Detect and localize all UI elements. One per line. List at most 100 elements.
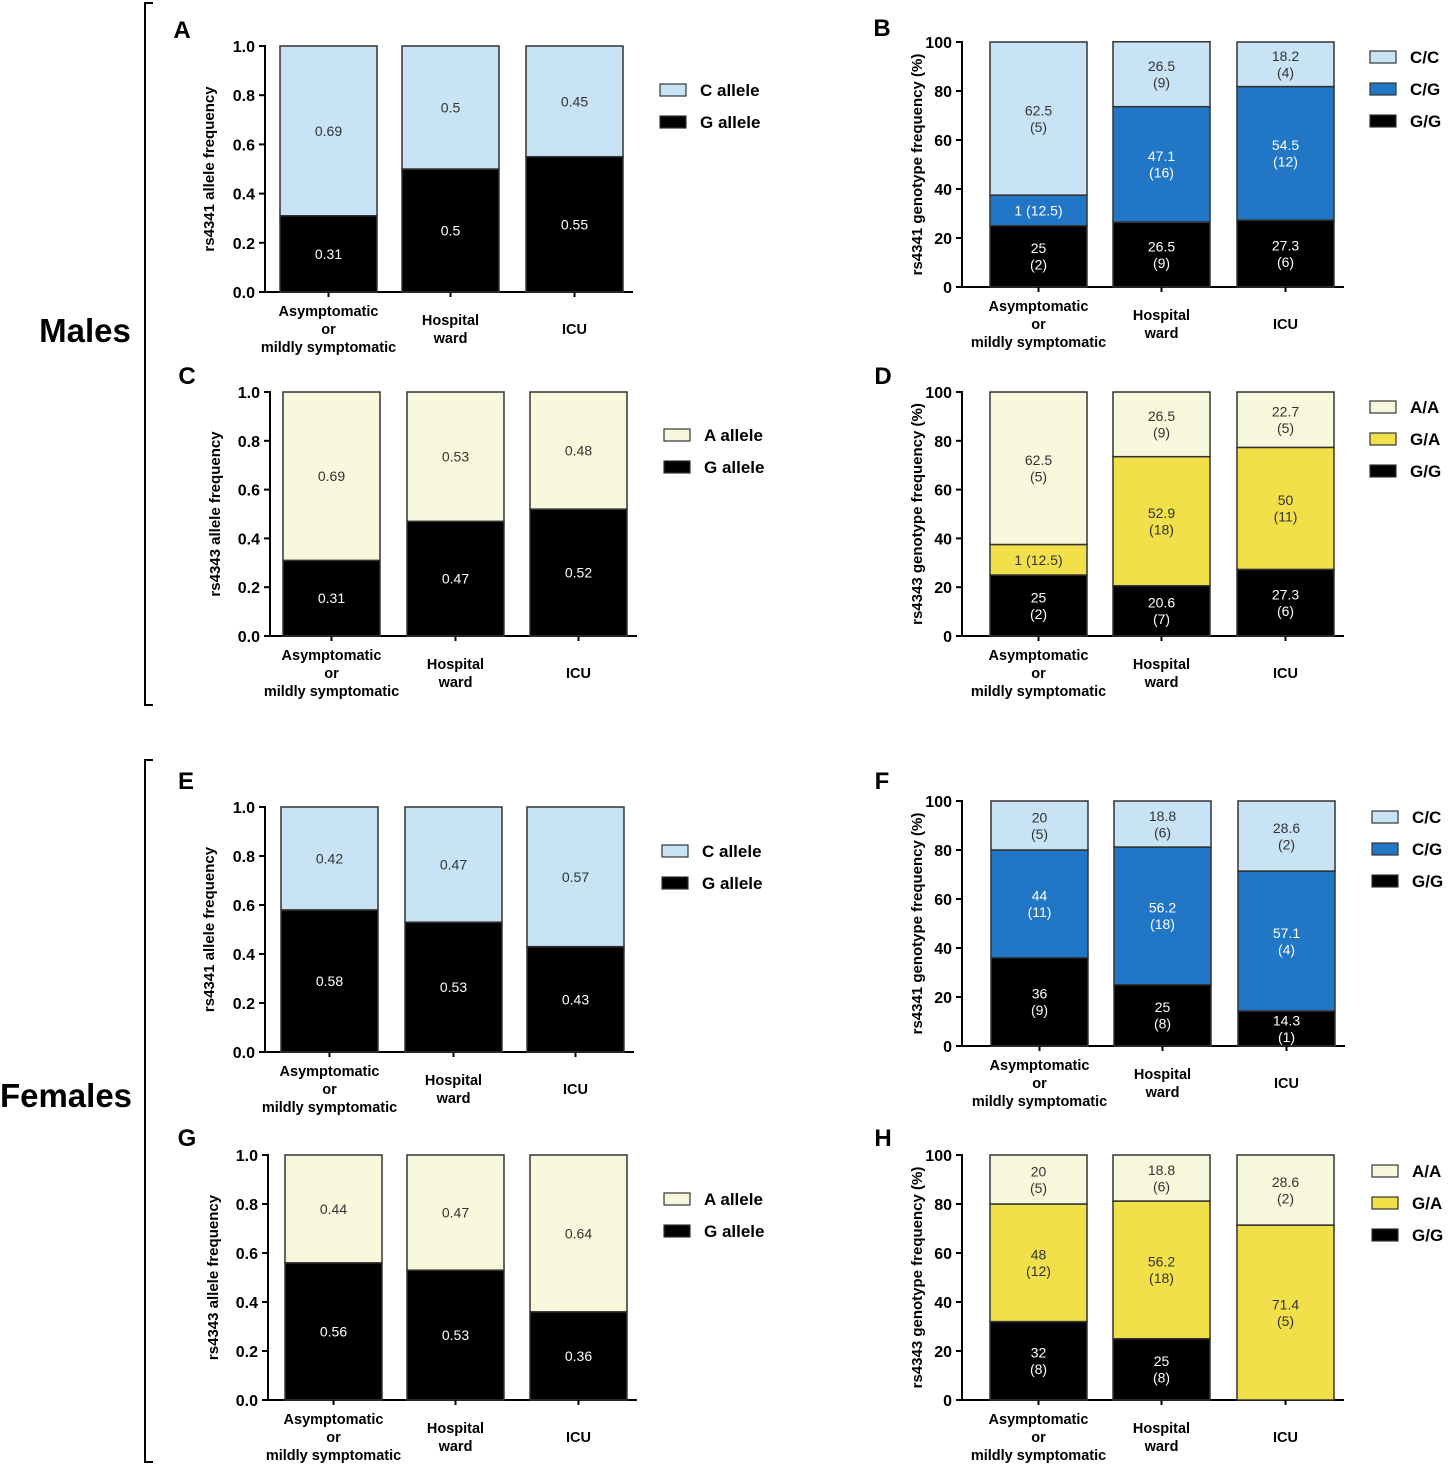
data-label-c: 0.31 — [318, 590, 345, 606]
legend-label-g: A allele — [704, 1190, 763, 1209]
data-label-d: 20.6 (7) — [1148, 595, 1175, 628]
x-tick-label-c: ICU — [566, 666, 591, 682]
y-tick-label-b: 0 — [943, 280, 952, 297]
data-label-b: 26.5 (9) — [1148, 58, 1175, 91]
legend-label-f: C/G — [1412, 840, 1442, 859]
bar-segment-h-aa — [1236, 1154, 1335, 1226]
data-label-a: 0.5 — [441, 100, 461, 116]
y-tick-label-c: 0.6 — [238, 483, 260, 500]
bar-segment-a-callele — [279, 45, 378, 217]
legend-swatch-f — [1371, 810, 1399, 824]
legend-swatch-b — [1369, 82, 1397, 96]
legend-swatch-c — [663, 460, 691, 474]
bar-segment-e-gallele — [280, 909, 379, 1053]
legend-label-b: C/G — [1410, 80, 1440, 99]
legend-swatch-d — [1369, 400, 1397, 414]
y-tick-label-d: 80 — [934, 434, 952, 451]
data-label-e: 0.42 — [316, 850, 343, 866]
y-tick-label-a: 0.6 — [233, 137, 255, 154]
x-tick-label-h: ICU — [1273, 1430, 1298, 1446]
x-tick-label-h: Hospital ward — [1133, 1421, 1190, 1455]
bar-segment-b-cg — [989, 194, 1088, 227]
bar-segment-b-gg — [989, 225, 1088, 288]
bar-segment-a-gallele — [279, 214, 378, 293]
data-label-c: 0.52 — [565, 565, 592, 581]
data-label-b: 62.5 (5) — [1025, 102, 1052, 135]
data-label-h: 32 (8) — [1030, 1345, 1047, 1378]
males-bracket — [144, 2, 153, 706]
panel-label-f: F — [875, 768, 890, 795]
bar-segment-b-cg — [1236, 85, 1335, 221]
data-label-g: 0.44 — [320, 1201, 347, 1217]
bar-segment-f-cg — [1113, 846, 1212, 986]
bar-segment-d-gg — [1112, 584, 1211, 637]
data-label-d: 26.5 (9) — [1148, 408, 1175, 441]
data-label-d: 25 (2) — [1030, 589, 1047, 622]
x-tick-label-f: Asymptomatic or mildly symptomatic — [972, 1058, 1107, 1110]
y-tick-label-f: 80 — [934, 843, 952, 860]
y-tick-label-g: 0.6 — [236, 1246, 258, 1263]
legend-label-e: G allele — [702, 874, 762, 893]
bar-segment-c-gallele — [282, 559, 381, 637]
data-label-h: 20 (5) — [1030, 1163, 1047, 1196]
y-tick-label-g: 0.4 — [236, 1295, 258, 1312]
y-axis-label-g: rs4343 allele frequency — [205, 1194, 222, 1360]
legend-label-b: G/G — [1410, 112, 1441, 131]
panel-label-h: H — [874, 1125, 891, 1152]
y-tick-label-e: 0.2 — [233, 996, 255, 1013]
x-tick-label-e: ICU — [563, 1082, 588, 1098]
legend-label-e: C allele — [702, 842, 762, 861]
legend-label-d: G/G — [1410, 462, 1441, 481]
bar-segment-b-gg — [1236, 219, 1335, 288]
data-label-d: 52.9 (18) — [1148, 505, 1175, 538]
x-tick-label-a: Hospital ward — [422, 313, 479, 347]
data-label-h: 48 (12) — [1026, 1247, 1051, 1280]
y-tick-label-c: 1.0 — [238, 385, 260, 402]
bar-segment-d-aa — [1112, 391, 1211, 458]
legend-label-g: G allele — [704, 1222, 764, 1241]
x-tick-label-e: Hospital ward — [425, 1073, 482, 1107]
data-label-f: 14.3 (1) — [1273, 1012, 1300, 1045]
y-tick-label-d: 60 — [934, 483, 952, 500]
bar-segment-e-callele — [404, 806, 503, 923]
data-label-d: 22.7 (5) — [1272, 403, 1299, 436]
bar-segment-h-aa — [989, 1154, 1088, 1205]
y-tick-label-h: 60 — [934, 1246, 952, 1263]
bar-segment-b-cc — [1236, 41, 1335, 88]
bar-segment-d-aa — [989, 391, 1088, 546]
x-tick-label-b: ICU — [1273, 317, 1298, 333]
y-tick-label-c: 0.4 — [238, 531, 260, 548]
bar-segment-a-callele — [401, 45, 500, 170]
bar-segment-g-aallele — [529, 1154, 628, 1313]
x-tick-label-b: Asymptomatic or mildly symptomatic — [971, 299, 1106, 351]
data-label-g: 0.64 — [565, 1225, 592, 1241]
legend-swatch-g — [663, 1192, 691, 1206]
y-tick-label-c: 0.0 — [238, 629, 260, 646]
x-tick-label-d: Asymptomatic or mildly symptomatic — [971, 648, 1106, 700]
data-label-e: 0.57 — [562, 869, 589, 885]
data-label-c: 0.53 — [442, 449, 469, 465]
bar-segment-b-cg — [1112, 105, 1211, 223]
y-tick-label-a: 0.2 — [233, 236, 255, 253]
bar-segment-c-aallele — [529, 391, 628, 510]
y-tick-label-b: 100 — [925, 35, 952, 52]
bar-segment-h-ga — [1112, 1200, 1211, 1340]
x-tick-label-c: Hospital ward — [427, 657, 484, 691]
data-label-b: 54.5 (12) — [1272, 137, 1299, 170]
legend-swatch-b — [1369, 114, 1397, 128]
data-label-h: 28.6 (2) — [1272, 1174, 1299, 1207]
bar-segment-f-cg — [1237, 870, 1336, 1012]
data-label-f: 44 (11) — [1028, 888, 1052, 921]
y-tick-label-a: 0.4 — [233, 187, 255, 204]
panel-label-g: G — [178, 1125, 197, 1152]
y-tick-label-g: 0.2 — [236, 1344, 258, 1361]
legend-label-a: G allele — [700, 113, 760, 132]
bar-segment-c-aallele — [406, 391, 505, 523]
data-label-d: 62.5 (5) — [1025, 452, 1052, 485]
y-tick-label-a: 1.0 — [233, 39, 255, 56]
y-tick-label-b: 80 — [934, 84, 952, 101]
legend-swatch-c — [663, 428, 691, 442]
y-axis-label-h: rs4343 genotype frequency (%) — [909, 1167, 926, 1389]
y-tick-label-f: 100 — [925, 794, 952, 811]
data-label-a: 0.5 — [441, 223, 461, 239]
